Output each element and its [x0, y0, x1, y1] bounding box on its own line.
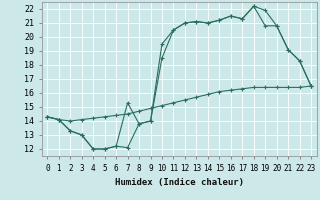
X-axis label: Humidex (Indice chaleur): Humidex (Indice chaleur): [115, 178, 244, 187]
